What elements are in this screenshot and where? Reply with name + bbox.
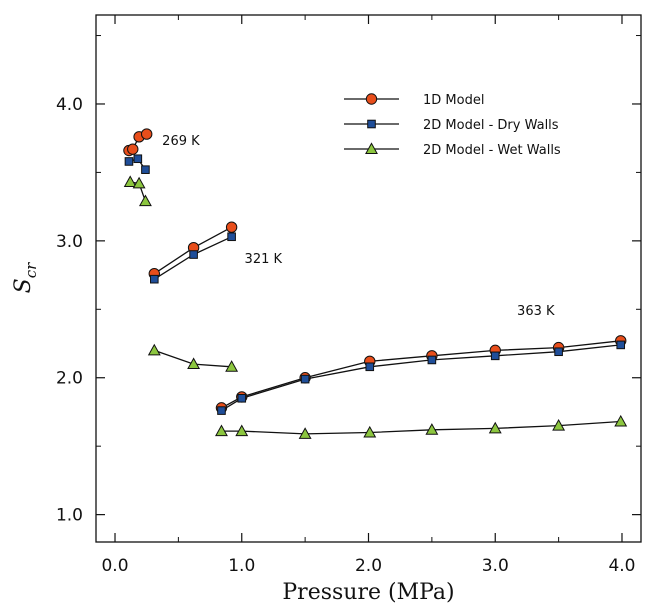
temperature-label: 321 K — [245, 252, 283, 267]
x-axis-title: Pressure (MPa) — [282, 580, 454, 605]
temperature-label: 363 K — [517, 304, 555, 319]
data-point — [300, 374, 310, 384]
data-point — [225, 221, 238, 233]
data-point — [127, 143, 139, 155]
data-point — [150, 274, 159, 284]
legend-marker — [365, 93, 378, 105]
legend-entry: 1D Model — [344, 93, 484, 108]
data-point — [141, 165, 150, 174]
data-point — [133, 154, 143, 164]
data-point — [490, 351, 500, 361]
legend-label: 2D Model - Dry Walls — [423, 118, 559, 133]
data-point — [298, 427, 312, 439]
data-point — [217, 406, 226, 415]
data-point — [237, 393, 247, 403]
x-tick-label: 1.0 — [228, 556, 255, 576]
data-point — [488, 421, 502, 434]
plot-frame — [95, 14, 642, 543]
series-line — [221, 340, 621, 409]
data-point — [189, 250, 198, 259]
legend-label: 1D Model — [423, 93, 484, 108]
y-axis-title-subscript: cr — [22, 262, 40, 278]
series-line — [221, 344, 621, 412]
y-tick-label: 1.0 — [56, 506, 83, 526]
data-point — [227, 232, 236, 242]
data-point — [554, 347, 563, 357]
x-tick-label: 3.0 — [482, 556, 509, 576]
series-circle — [123, 128, 627, 414]
y-tick-label: 4.0 — [56, 95, 83, 115]
data-point — [187, 357, 201, 370]
legend-marker — [367, 119, 376, 129]
legend-label: 2D Model - Wet Walls — [423, 143, 561, 158]
data-point — [235, 424, 249, 437]
data-point — [614, 414, 628, 427]
x-tick-label: 2.0 — [355, 556, 382, 576]
legend: 1D Model 2D Model - Dry Walls 2D Model - W… — [344, 93, 561, 158]
data-point — [138, 194, 152, 207]
legend-entry: 2D Model - Dry Walls — [344, 118, 559, 133]
series-line — [221, 420, 621, 435]
y-tick-label: 3.0 — [56, 232, 83, 252]
series-triangle — [123, 175, 628, 439]
legend-entry: 2D Model - Wet Walls — [344, 142, 561, 158]
y-axis-title-main: S — [11, 278, 36, 293]
data-point — [427, 355, 437, 365]
legend-marker — [365, 142, 378, 154]
data-point — [215, 424, 228, 437]
y-tick-label: 2.0 — [56, 369, 83, 389]
x-tick-label: 4.0 — [608, 556, 635, 576]
x-tick-label: 0.0 — [101, 556, 128, 576]
data-point — [123, 175, 137, 187]
series-layer — [123, 128, 628, 439]
axis-ticks — [96, 15, 641, 542]
axis-tick-labels: 0.0 1.0 2.0 3.0 4.0 1.0 2.0 3.0 4.0 — [56, 95, 636, 576]
data-point — [225, 360, 239, 372]
data-point — [124, 157, 134, 166]
data-point — [616, 340, 626, 350]
series-square — [124, 154, 626, 415]
data-point — [147, 343, 161, 356]
data-point — [425, 423, 439, 435]
y-axis-title: Scr — [11, 262, 40, 293]
data-point — [552, 419, 566, 431]
data-point — [363, 425, 377, 438]
data-point — [140, 128, 153, 140]
annotations: 269 K 321 K 363 K — [162, 134, 555, 319]
data-point — [132, 176, 146, 189]
temperature-label: 269 K — [162, 134, 200, 149]
data-point — [365, 362, 375, 372]
